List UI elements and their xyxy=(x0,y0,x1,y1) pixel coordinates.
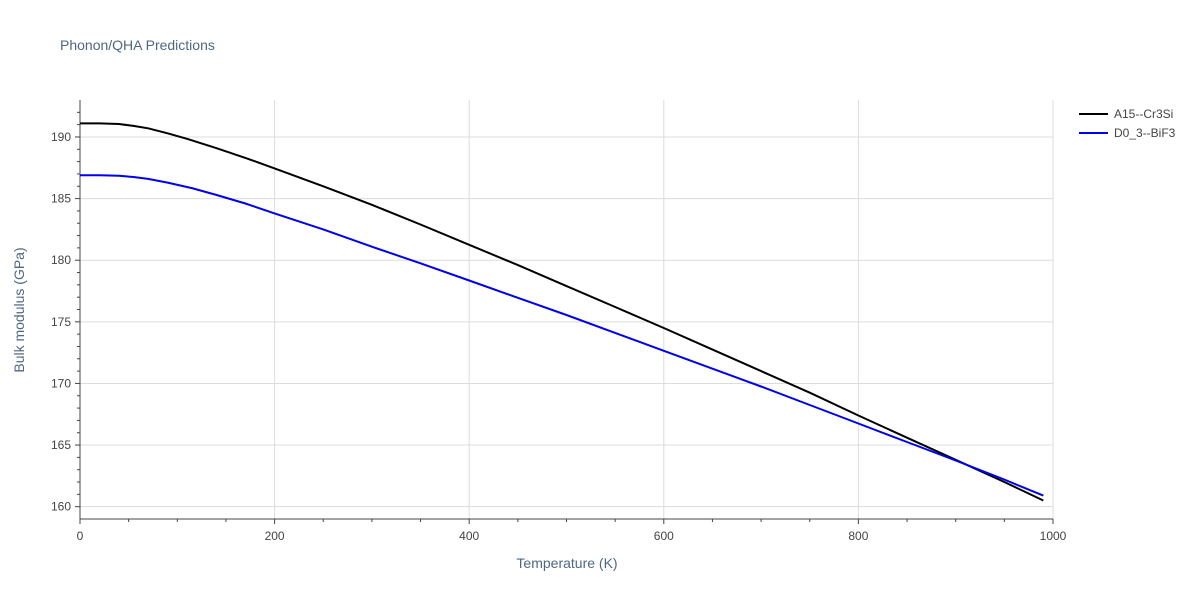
x-tick-label: 400 xyxy=(459,529,479,543)
series-layer xyxy=(80,122,1044,502)
y-tick-label: 170 xyxy=(51,376,71,390)
chart-title: Phonon/QHA Predictions xyxy=(60,37,215,53)
series-line-1 xyxy=(80,174,1044,497)
y-tick-label: 180 xyxy=(51,253,71,267)
legend-label-0: A15--Cr3Si xyxy=(1114,107,1173,121)
x-tick-label: 600 xyxy=(654,529,674,543)
legend: A15--Cr3Si D0_3--BiF3 xyxy=(1079,107,1176,140)
y-tick-label: 185 xyxy=(51,192,71,206)
x-tick-label: 200 xyxy=(265,529,285,543)
y-tick-label: 175 xyxy=(51,315,71,329)
y-tick-label: 165 xyxy=(51,438,71,452)
y-tick-label: 190 xyxy=(51,130,71,144)
y-tick-label: 160 xyxy=(51,500,71,514)
x-tick-label: 0 xyxy=(77,529,84,543)
x-tick-label: 800 xyxy=(848,529,868,543)
x-axis-title: Temperature (K) xyxy=(516,555,617,571)
x-tick-label: 1000 xyxy=(1040,529,1067,543)
grid-layer xyxy=(80,100,1054,519)
y-axis-title: Bulk modulus (GPa) xyxy=(11,247,27,372)
axes-layer: 0 200 400 600 800 1000 160 165 170 175 180 185 190 xyxy=(51,100,1067,543)
series-line-0 xyxy=(80,122,1044,502)
legend-label-1: D0_3--BiF3 xyxy=(1114,126,1176,140)
